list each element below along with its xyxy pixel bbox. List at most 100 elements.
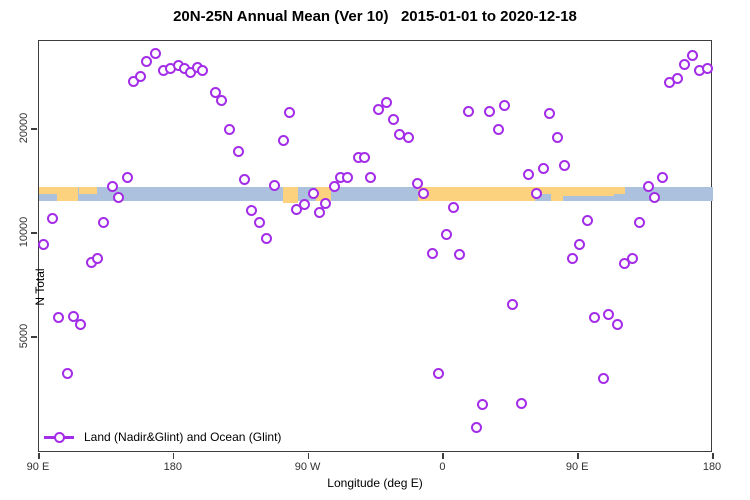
map-band-land <box>316 186 332 201</box>
data-point <box>67 310 79 322</box>
data-point <box>454 248 466 260</box>
data-point <box>261 233 273 245</box>
data-point <box>380 96 392 108</box>
data-point <box>253 217 265 229</box>
data-point <box>506 299 518 311</box>
data-point <box>671 72 683 84</box>
data-point <box>403 131 415 143</box>
data-point <box>440 228 452 240</box>
data-point <box>283 106 295 118</box>
y-tick <box>31 336 37 338</box>
data-point <box>515 398 527 410</box>
data-point <box>559 159 571 171</box>
data-point <box>484 105 496 117</box>
data-point <box>686 50 698 62</box>
data-point <box>238 173 250 185</box>
x-tick-label: 90 E <box>565 461 589 473</box>
x-tick-label: 90 W <box>294 461 321 473</box>
data-point <box>448 201 460 213</box>
data-point <box>277 135 289 147</box>
data-point <box>566 253 578 265</box>
y-tick <box>31 232 37 234</box>
data-point <box>634 217 646 229</box>
x-tick <box>712 453 714 459</box>
data-point <box>530 188 542 200</box>
data-point <box>418 187 430 199</box>
map-band-land <box>563 186 615 196</box>
data-point <box>38 238 49 250</box>
data-point <box>649 191 661 203</box>
y-axis-label: N Total <box>33 268 48 306</box>
legend-symbol <box>44 430 74 444</box>
data-point <box>427 247 439 259</box>
data-point <box>598 372 610 384</box>
data-point <box>106 181 118 193</box>
data-point <box>602 309 614 321</box>
plot-area: Land (Nadir&Glint) and Ocean (Glint) N T… <box>33 40 713 452</box>
data-point <box>268 180 280 192</box>
x-tick-label: 180 <box>702 461 722 473</box>
data-point <box>388 113 400 125</box>
data-point <box>626 253 638 265</box>
data-point <box>589 311 601 323</box>
data-point <box>46 213 58 225</box>
data-point <box>52 311 64 323</box>
data-point <box>701 63 713 75</box>
data-point <box>97 217 109 229</box>
data-point <box>433 368 445 380</box>
data-point <box>298 198 310 210</box>
data-point <box>307 188 319 200</box>
data-point <box>373 103 385 115</box>
x-tick <box>172 453 175 459</box>
data-point <box>493 124 505 136</box>
x-tick <box>577 453 579 459</box>
data-point <box>246 205 258 217</box>
data-point <box>196 65 208 77</box>
chart-title: 20N-25N Annual Mean (Ver 10) 2015-01-01 … <box>173 8 577 25</box>
data-point <box>611 318 623 330</box>
map-band-land <box>417 186 535 201</box>
data-point <box>75 318 87 330</box>
data-point <box>523 169 535 181</box>
data-point <box>551 131 563 143</box>
data-point <box>412 177 424 189</box>
data-point <box>544 107 556 119</box>
data-point <box>679 58 691 70</box>
data-point <box>319 197 331 209</box>
legend-label: Land (Nadir&Glint) and Ocean (Glint) <box>84 430 282 444</box>
x-tick-label: 90 E <box>26 461 50 473</box>
y-tick-label: 5000 <box>18 323 30 349</box>
data-point <box>463 105 475 117</box>
x-tick <box>307 453 310 459</box>
data-point <box>476 399 488 411</box>
data-point <box>358 152 370 164</box>
x-tick-label: 0 <box>439 461 446 473</box>
map-band-land <box>79 186 98 194</box>
map-band-land <box>551 186 564 201</box>
x-tick <box>38 453 40 459</box>
data-point <box>313 206 325 218</box>
y-tick <box>31 128 37 130</box>
data-point <box>643 181 655 193</box>
data-point <box>112 192 124 204</box>
data-point <box>581 214 593 226</box>
data-point <box>141 56 153 68</box>
map-band-land <box>614 186 625 194</box>
data-point <box>91 253 103 265</box>
legend-circle-icon <box>53 431 65 443</box>
data-point <box>342 171 354 183</box>
data-point <box>538 163 550 175</box>
data-point <box>150 48 162 60</box>
data-point <box>216 94 228 106</box>
y-tick-label: 10000 <box>18 216 30 248</box>
data-point <box>656 171 668 183</box>
map-band-land <box>283 186 299 203</box>
data-point <box>364 171 376 183</box>
legend: Land (Nadir&Glint) and Ocean (Glint) <box>44 430 281 444</box>
data-point <box>210 87 222 99</box>
map-band-ocean-notch <box>39 194 57 201</box>
data-point <box>121 171 133 183</box>
data-point <box>470 421 482 433</box>
x-axis-label: Longitude (deg E) <box>327 476 423 490</box>
